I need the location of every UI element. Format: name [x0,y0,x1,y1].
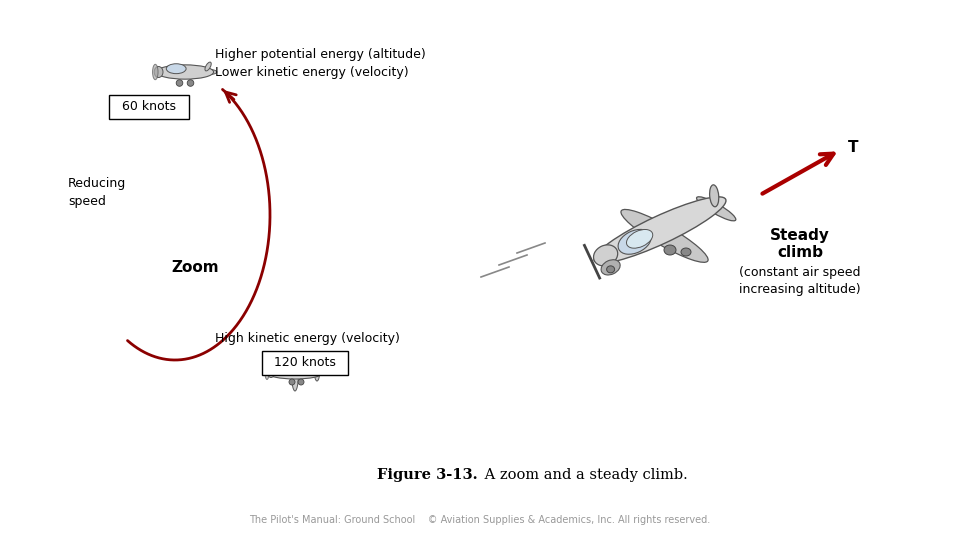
Text: The Pilot's Manual: Ground School    © Aviation Supplies & Academics, Inc. All r: The Pilot's Manual: Ground School © Avia… [250,515,710,525]
Text: High kinetic energy (velocity): High kinetic energy (velocity) [215,332,400,345]
Text: Higher potential energy (altitude)
Lower kinetic energy (velocity): Higher potential energy (altitude) Lower… [215,48,425,79]
Ellipse shape [607,266,614,273]
Text: A zoom and a steady climb.: A zoom and a steady climb. [480,468,687,482]
Ellipse shape [163,70,207,79]
Ellipse shape [265,367,269,380]
Ellipse shape [315,362,320,372]
Circle shape [289,379,295,385]
FancyBboxPatch shape [262,351,348,375]
Text: T: T [848,140,858,156]
Ellipse shape [166,64,186,73]
Circle shape [298,379,304,385]
Ellipse shape [205,62,211,71]
Ellipse shape [593,245,617,266]
Text: 60 knots: 60 knots [122,100,176,113]
Ellipse shape [664,245,676,255]
Ellipse shape [292,355,299,391]
Ellipse shape [594,197,726,263]
Ellipse shape [268,368,275,377]
Ellipse shape [681,248,691,256]
Ellipse shape [315,365,320,381]
Text: Reducing
speed: Reducing speed [68,178,127,208]
Ellipse shape [618,230,651,254]
Text: Zoom: Zoom [171,260,219,275]
Text: (constant air speed
increasing altitude): (constant air speed increasing altitude) [739,266,861,296]
Ellipse shape [697,197,735,221]
Circle shape [177,80,182,86]
Text: Steady
climb: Steady climb [770,228,830,260]
Circle shape [187,80,194,86]
FancyBboxPatch shape [109,95,189,119]
Ellipse shape [268,367,323,379]
Ellipse shape [153,64,158,80]
Ellipse shape [155,66,163,78]
Text: 120 knots: 120 knots [274,356,336,369]
Ellipse shape [627,230,653,248]
Text: Figure 3-13.: Figure 3-13. [377,468,478,482]
Ellipse shape [621,210,708,262]
Ellipse shape [601,260,620,275]
Ellipse shape [197,69,217,75]
Ellipse shape [709,185,719,207]
Ellipse shape [277,365,297,375]
Ellipse shape [156,65,213,79]
